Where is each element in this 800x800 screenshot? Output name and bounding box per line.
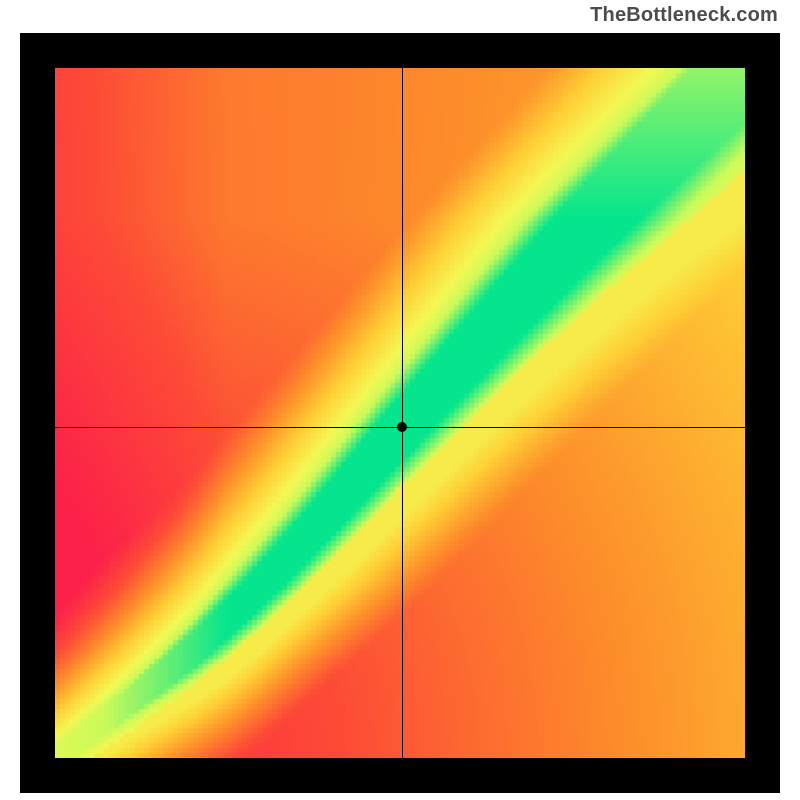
crosshair-vertical xyxy=(402,68,403,758)
watermark-text: TheBottleneck.com xyxy=(590,4,778,27)
bottleneck-heatmap xyxy=(55,68,745,758)
figure-container: TheBottleneck.com xyxy=(0,0,800,800)
selection-marker xyxy=(397,422,407,432)
plot-border xyxy=(20,33,780,793)
